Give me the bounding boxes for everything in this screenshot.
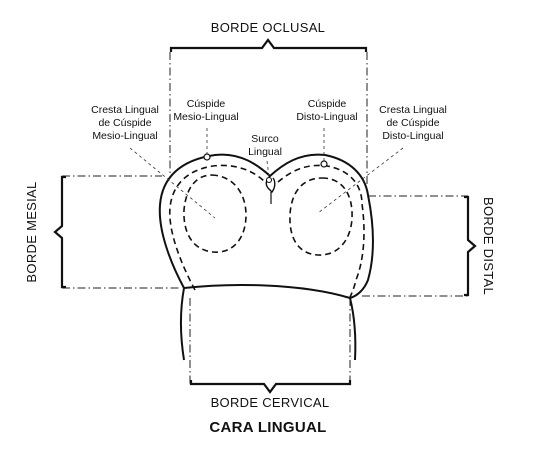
svg-text:Cresta Lingual: Cresta Lingual <box>379 104 447 116</box>
root-right <box>349 297 357 361</box>
svg-text:de Cúspide: de Cúspide <box>98 117 151 129</box>
svg-text:Cresta Lingual: Cresta Lingual <box>91 104 159 116</box>
root-left <box>180 287 185 361</box>
border-cervical-label: BORDE CERVICAL <box>211 395 330 410</box>
cusp-tip-mesio-marker <box>203 153 211 161</box>
svg-text:Lingual: Lingual <box>248 146 282 158</box>
svg-text:de Cúspide: de Cúspide <box>386 117 439 129</box>
svg-text:Surco: Surco <box>251 133 279 145</box>
label-cuspide-disto: Cúspide Disto-Lingual <box>296 98 357 123</box>
oclusal-brace <box>169 38 368 52</box>
leader-cresta-disto <box>317 147 404 214</box>
label-surco: Surco Lingual <box>248 133 282 158</box>
label-cresta-mesio: Cresta Lingual de Cúspide Mesio-Lingual <box>91 104 159 142</box>
ridge-oval-mesio <box>183 174 247 253</box>
leader-cresta-mesio <box>129 147 216 219</box>
svg-text:Cúspide: Cúspide <box>308 98 347 110</box>
border-distal-label: BORDE DISTAL <box>481 197 496 295</box>
extension-lines <box>62 52 468 384</box>
mesial-brace <box>53 175 66 289</box>
crown-outline <box>158 153 374 299</box>
svg-text:Cúspide: Cúspide <box>187 98 226 110</box>
cervical-line <box>183 284 351 299</box>
cervical-brace <box>189 380 352 394</box>
svg-text:Disto-Lingual: Disto-Lingual <box>296 111 357 123</box>
label-cresta-disto: Cresta Lingual de Cúspide Disto-Lingual <box>379 104 447 142</box>
svg-text:Disto-Lingual: Disto-Lingual <box>382 130 443 142</box>
label-cuspide-mesio: Cúspide Mesio-Lingual <box>173 98 238 123</box>
marginal-ridge-outline <box>169 164 365 298</box>
distal-brace <box>464 195 477 297</box>
diagram-title: CARA LINGUAL <box>209 419 326 436</box>
cusp-tip-disto-marker <box>320 160 328 168</box>
svg-text:Mesio-Lingual: Mesio-Lingual <box>92 130 157 142</box>
ridge-oval-disto <box>289 177 353 256</box>
leader-surco <box>266 160 270 178</box>
border-oclusal-label: BORDE OCLUSAL <box>211 20 325 35</box>
groove-marker <box>265 176 273 184</box>
svg-text:Mesio-Lingual: Mesio-Lingual <box>173 111 238 123</box>
border-mesial-label: BORDE MESIAL <box>24 181 39 282</box>
